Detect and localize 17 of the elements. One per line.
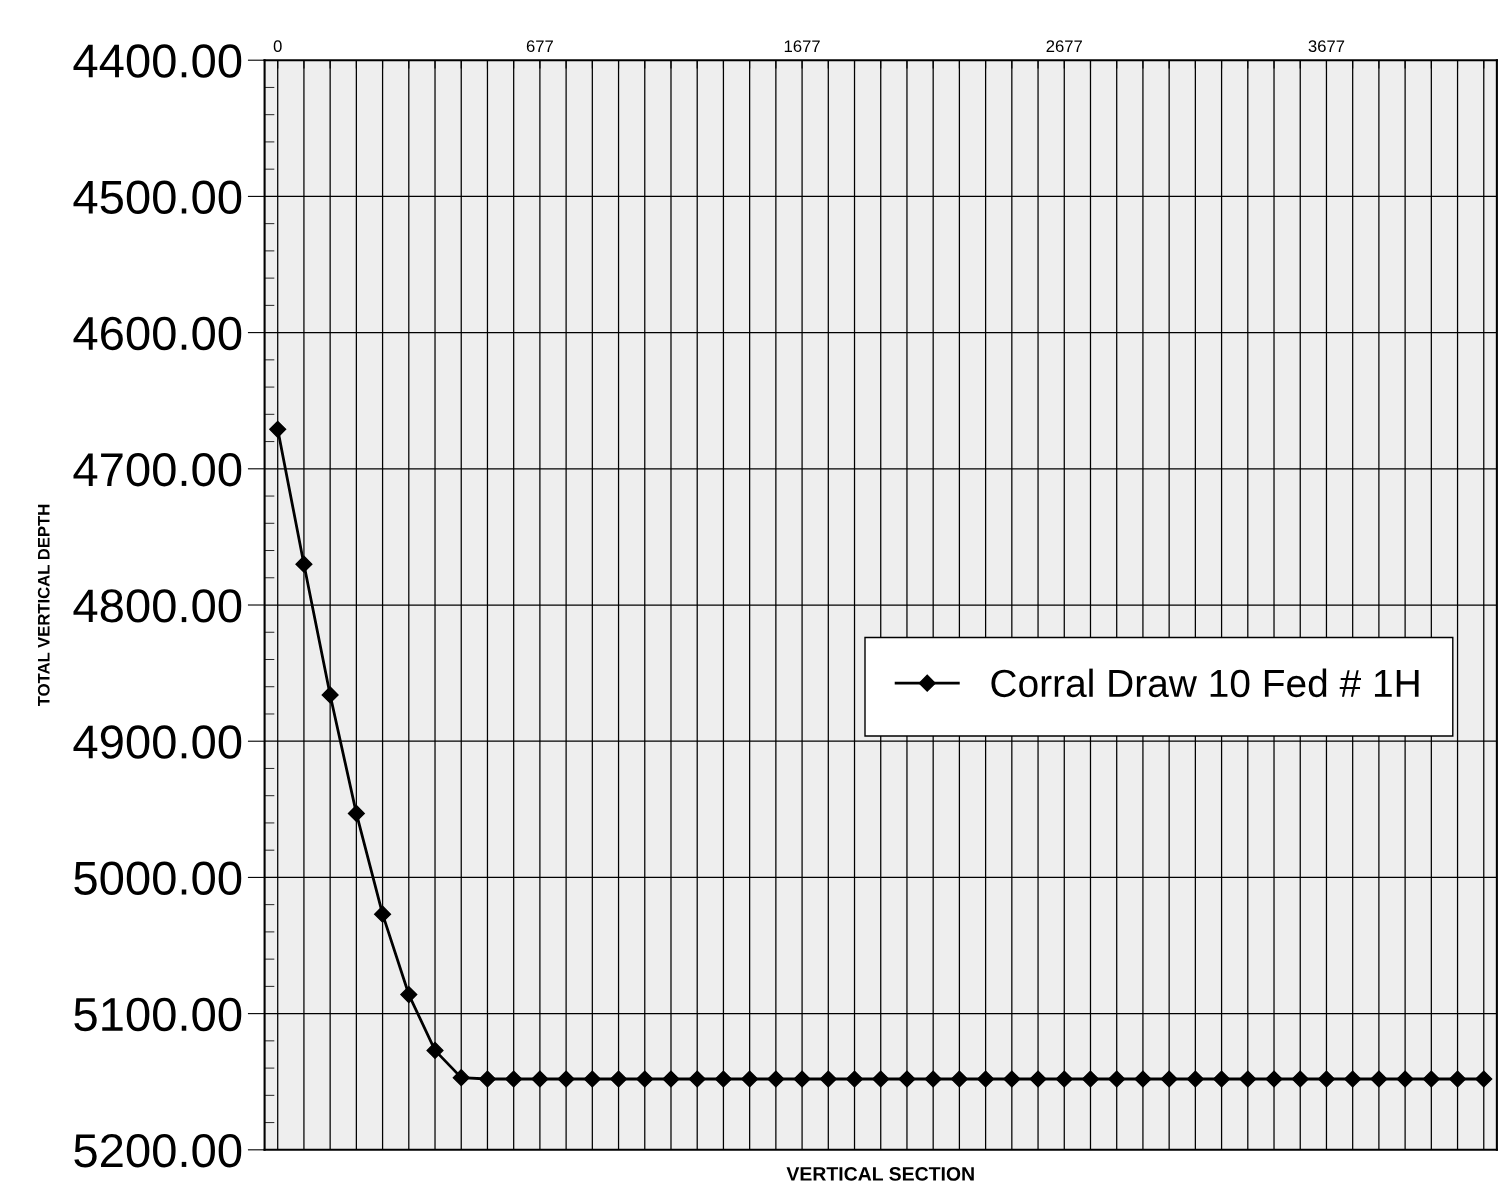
y-tick-label: 5100.00 <box>74 997 242 1032</box>
y-tick-label: 4900.00 <box>73 725 242 759</box>
y-tick-label: 4500.00 <box>73 180 242 214</box>
x-tick-label: 0 <box>273 40 282 53</box>
y-tick-label: 4600.00 <box>73 316 242 351</box>
y-tick-label: 5200.00 <box>74 1133 242 1168</box>
y-tick-label: 4400.00 <box>73 44 242 78</box>
y-tick-label: 4800.00 <box>73 589 242 623</box>
y-tick-label: 5000.00 <box>74 861 242 895</box>
x-tick-label: 1677 <box>784 40 820 53</box>
x-tick-label: 3677 <box>1308 40 1345 53</box>
y-axis-title: TOTAL VERTICAL DEPTH <box>37 504 50 707</box>
x-tick-label: 2677 <box>1046 40 1082 53</box>
x-tick-label: 677 <box>526 40 553 53</box>
x-axis-title: VERTICAL SECTION <box>786 1167 974 1181</box>
legend-label: Corral Draw 10 Fed # 1H <box>991 668 1419 698</box>
y-tick-label: 4700.00 <box>73 452 242 487</box>
